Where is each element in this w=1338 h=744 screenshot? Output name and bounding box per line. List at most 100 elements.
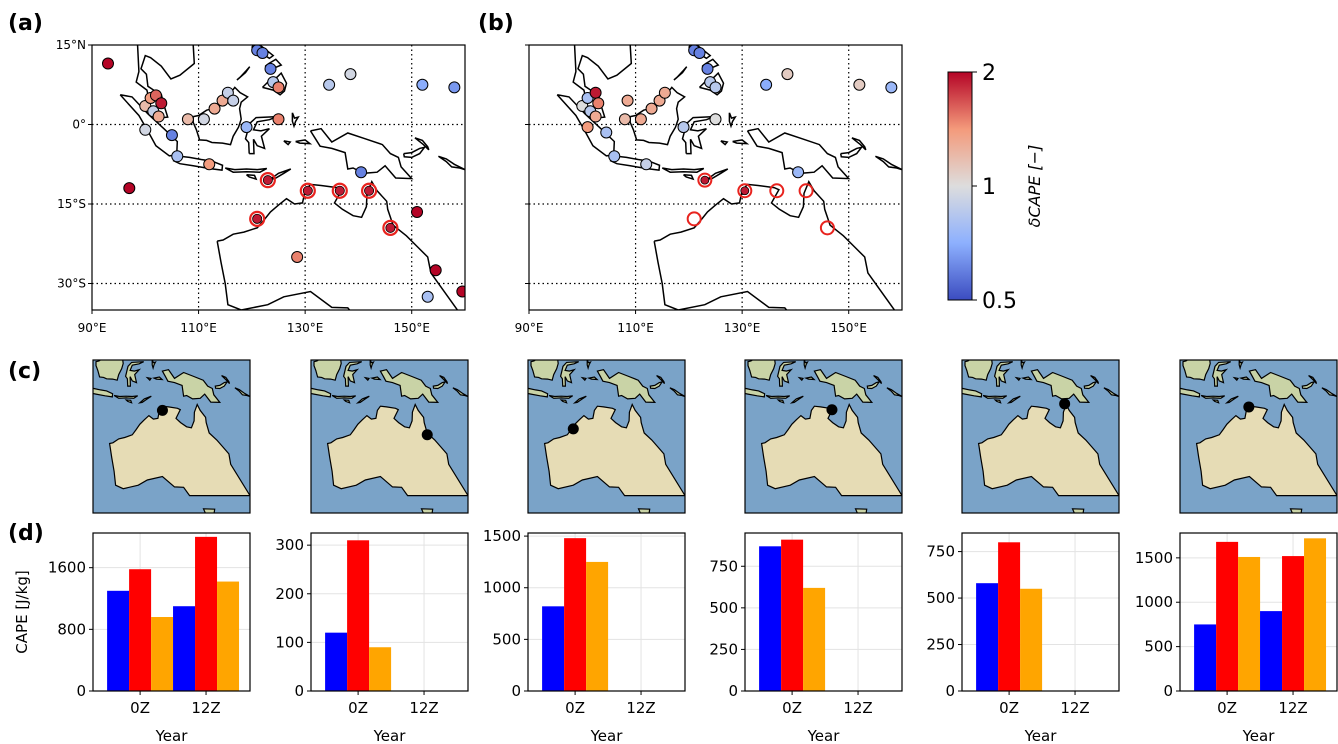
- land: [789, 324, 798, 332]
- station-point: [227, 94, 240, 107]
- land: [124, 361, 144, 387]
- coastline: [172, 155, 224, 171]
- y-axis-label: CAPE [J/kg]: [13, 570, 31, 653]
- station-marker: [567, 423, 579, 435]
- station-point: [608, 150, 621, 163]
- land: [580, 376, 588, 382]
- bar: [107, 590, 130, 691]
- coastline: [609, 155, 661, 171]
- land: [964, 360, 993, 381]
- bar: [1194, 624, 1217, 691]
- lon-tick-label: 130°E: [287, 321, 324, 335]
- land: [369, 360, 375, 371]
- y-tick-label: 0: [294, 682, 304, 700]
- land: [993, 361, 1013, 387]
- y-tick-label: 200: [275, 585, 304, 603]
- station-point: [693, 46, 706, 59]
- station-ring: [299, 182, 316, 199]
- y-tick-label: 1500: [1135, 549, 1173, 567]
- land: [707, 348, 739, 388]
- station-ring: [798, 183, 814, 199]
- land: [586, 360, 592, 371]
- coastline: [224, 167, 268, 173]
- station-point: [155, 97, 168, 110]
- land: [339, 329, 346, 338]
- bar: [542, 606, 565, 691]
- land: [452, 387, 468, 398]
- land: [342, 399, 351, 404]
- bar: [195, 536, 218, 691]
- y-tick-label: 250: [709, 640, 738, 658]
- station-point: [203, 158, 216, 171]
- station-marker: [826, 404, 838, 416]
- coastline: [283, 140, 292, 146]
- station-ring: [737, 183, 753, 199]
- land: [1224, 395, 1239, 404]
- colorbar-tick-0-5: 0.5: [982, 289, 1017, 314]
- lon-tick-label: 110°E: [180, 321, 217, 335]
- land: [113, 394, 139, 399]
- coastline: [236, 66, 251, 81]
- coastline: [720, 140, 729, 146]
- coastline: [820, 341, 840, 356]
- land: [420, 508, 434, 513]
- station-point: [355, 166, 368, 179]
- x-tick-label: 12Z: [1060, 699, 1089, 717]
- coastline: [295, 139, 313, 145]
- station-point: [589, 110, 602, 123]
- station-point: [262, 175, 273, 186]
- land: [1004, 333, 1018, 347]
- land: [202, 508, 216, 513]
- station-point: [197, 113, 210, 126]
- panel-label-a: (a): [8, 11, 43, 36]
- bar-chart-6: 0Z 12Z 0 500 1000 1500 Year: [1135, 532, 1338, 744]
- station-point: [385, 222, 396, 233]
- coastline: [309, 127, 414, 180]
- station-marker: [156, 404, 168, 416]
- station-map: [310, 324, 469, 514]
- bar: [369, 647, 392, 691]
- station-point: [240, 121, 253, 134]
- land: [1211, 361, 1231, 387]
- coastline: [839, 146, 864, 159]
- station-point: [701, 62, 714, 75]
- station-point: [760, 78, 773, 91]
- land: [596, 369, 657, 404]
- land: [151, 360, 157, 371]
- map-panel-b: 90°E 110°E 130°E 150°E: [515, 44, 903, 356]
- land: [548, 394, 574, 399]
- station-point: [781, 68, 794, 81]
- land: [760, 402, 902, 497]
- station-point: [416, 78, 429, 91]
- bar-chart-1: 0Z 12Z 0 800 1600 Year CAPE [J/kg]: [13, 532, 251, 744]
- station-marker: [1059, 398, 1071, 410]
- coastline: [732, 139, 750, 145]
- land: [1200, 394, 1226, 399]
- x-tick-label: 12Z: [191, 699, 220, 717]
- station-point: [589, 86, 602, 99]
- land: [813, 369, 874, 404]
- x-tick-label: 0Z: [565, 699, 585, 717]
- coastline: [437, 155, 465, 171]
- bar: [325, 632, 348, 691]
- y-tick-label: 1500: [483, 527, 521, 545]
- land: [1224, 324, 1233, 332]
- land: [108, 402, 250, 497]
- x-tick-label: 0Z: [1217, 699, 1237, 717]
- land: [776, 399, 785, 404]
- station-point: [152, 110, 165, 123]
- station-point: [885, 81, 898, 94]
- station-point: [171, 150, 184, 163]
- lon-tick-label: 90°E: [515, 321, 544, 335]
- land: [355, 324, 364, 332]
- station-point: [581, 121, 594, 134]
- station-point: [645, 102, 658, 115]
- land: [854, 508, 868, 513]
- bar: [781, 539, 804, 691]
- coastline: [851, 137, 867, 151]
- bar-chart-4: 0Z 12Z 0 250 500 750 Year: [709, 532, 903, 744]
- land: [933, 291, 974, 363]
- land: [1020, 360, 1026, 371]
- land: [1321, 387, 1337, 398]
- land: [1020, 376, 1033, 381]
